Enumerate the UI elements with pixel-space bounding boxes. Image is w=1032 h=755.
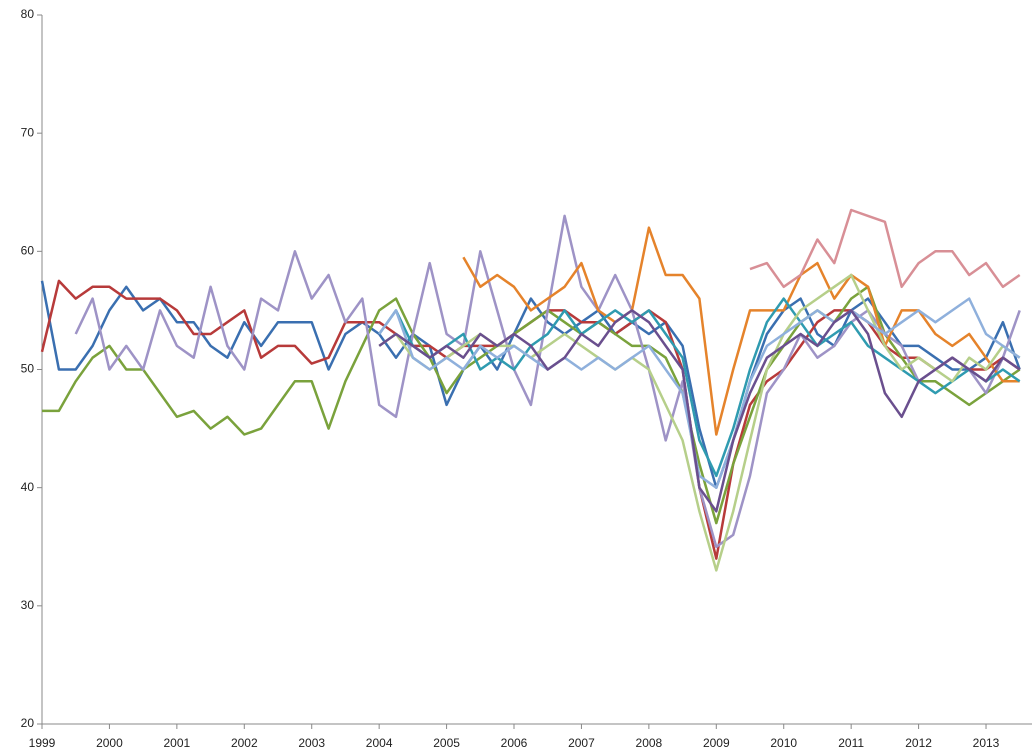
y-tick-label: 30 — [21, 598, 35, 612]
y-tick-label: 60 — [21, 244, 35, 258]
series-line — [378, 297, 1021, 489]
x-tick-label: 2004 — [366, 736, 393, 750]
series-line — [378, 297, 1021, 478]
y-tick-label: 80 — [21, 7, 35, 21]
y-tick-label: 40 — [21, 480, 35, 494]
x-tick-label: 2013 — [973, 736, 1000, 750]
x-tick-label: 2012 — [905, 736, 932, 750]
series-line — [74, 214, 1021, 549]
x-tick-label: 2001 — [164, 736, 191, 750]
y-tick-label: 20 — [21, 716, 35, 730]
series-line — [749, 208, 1021, 289]
y-tick-label: 70 — [21, 125, 35, 139]
x-tick-label: 2010 — [770, 736, 797, 750]
x-tick-label: 2006 — [501, 736, 528, 750]
x-tick-label: 2008 — [636, 736, 663, 750]
x-tick-label: 2007 — [568, 736, 595, 750]
series-line — [42, 285, 1021, 525]
x-tick-label: 1999 — [29, 736, 56, 750]
x-tick-label: 2009 — [703, 736, 730, 750]
x-tick-label: 2003 — [298, 736, 325, 750]
series-line — [40, 280, 1021, 489]
x-tick-label: 2000 — [96, 736, 123, 750]
y-tick-label: 50 — [21, 362, 35, 376]
x-tick-label: 2002 — [231, 736, 258, 750]
x-tick-label: 2005 — [433, 736, 460, 750]
series-line — [378, 309, 1021, 513]
x-tick-label: 2011 — [838, 736, 864, 750]
series-line — [462, 226, 1020, 436]
